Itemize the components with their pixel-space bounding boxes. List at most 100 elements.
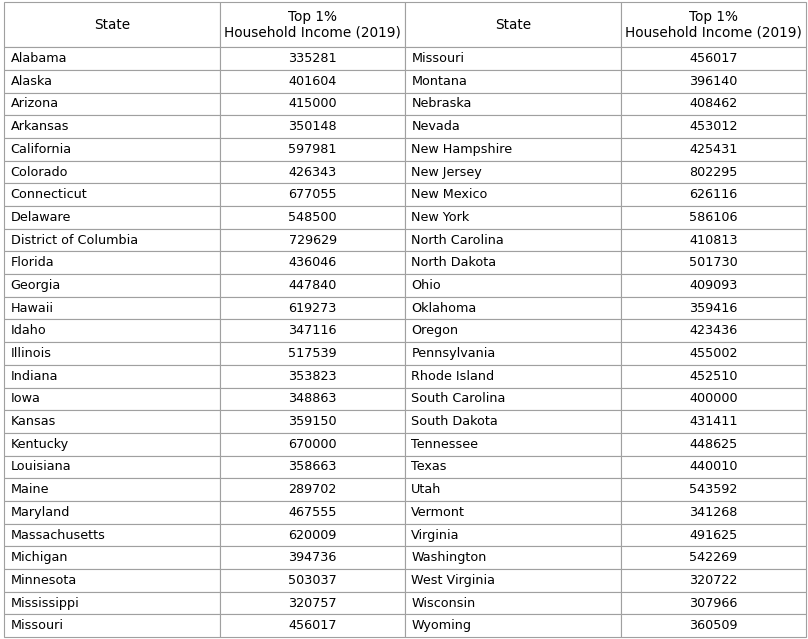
Text: 320757: 320757 <box>288 597 337 610</box>
Bar <box>221 410 405 433</box>
Bar <box>4 116 221 138</box>
Bar <box>621 569 806 592</box>
Bar <box>405 614 621 637</box>
Text: Connecticut: Connecticut <box>11 189 87 201</box>
Text: 307966: 307966 <box>689 597 738 610</box>
Bar <box>405 365 621 387</box>
Text: Top 1%
Household Income (2019): Top 1% Household Income (2019) <box>224 10 401 40</box>
Bar <box>621 206 806 229</box>
Bar <box>621 342 806 365</box>
Text: 586106: 586106 <box>689 211 738 224</box>
Bar <box>221 501 405 523</box>
Text: Nebraska: Nebraska <box>411 98 472 111</box>
Text: 440010: 440010 <box>689 461 738 473</box>
Bar <box>4 320 221 342</box>
Bar <box>4 70 221 93</box>
Bar <box>221 138 405 160</box>
Text: Rhode Island: Rhode Island <box>411 370 494 383</box>
Bar <box>621 296 806 320</box>
Text: 456017: 456017 <box>689 52 738 65</box>
Bar <box>405 2 621 47</box>
Text: 347116: 347116 <box>288 325 337 337</box>
Text: 350148: 350148 <box>288 120 337 133</box>
Bar <box>4 433 221 456</box>
Text: Mississippi: Mississippi <box>11 597 79 610</box>
Bar <box>621 410 806 433</box>
Bar <box>405 569 621 592</box>
Text: 348863: 348863 <box>288 392 337 405</box>
Text: Wyoming: Wyoming <box>411 619 471 632</box>
Text: 396140: 396140 <box>689 75 738 88</box>
Text: Montana: Montana <box>411 75 467 88</box>
Bar <box>405 93 621 115</box>
Text: 677055: 677055 <box>288 189 337 201</box>
Text: 360509: 360509 <box>689 619 738 632</box>
Bar <box>221 523 405 546</box>
Bar <box>221 456 405 478</box>
Bar <box>621 2 806 47</box>
Text: 501730: 501730 <box>689 256 738 269</box>
Bar <box>621 433 806 456</box>
Bar <box>221 206 405 229</box>
Bar <box>621 523 806 546</box>
Text: West Virginia: West Virginia <box>411 574 495 587</box>
Bar <box>221 433 405 456</box>
Text: 543592: 543592 <box>689 483 738 496</box>
Bar <box>4 296 221 320</box>
Text: 619273: 619273 <box>288 302 337 314</box>
Bar <box>405 410 621 433</box>
Text: Wisconsin: Wisconsin <box>411 597 476 610</box>
Text: State: State <box>495 18 531 31</box>
Bar <box>221 116 405 138</box>
Text: 431411: 431411 <box>689 415 738 428</box>
Bar <box>221 2 405 47</box>
Bar <box>405 523 621 546</box>
Text: Louisiana: Louisiana <box>11 461 71 473</box>
Bar <box>405 116 621 138</box>
Bar <box>221 365 405 387</box>
Bar <box>4 387 221 410</box>
Text: 626116: 626116 <box>689 189 738 201</box>
Bar <box>4 614 221 637</box>
Bar <box>221 183 405 206</box>
Bar <box>621 138 806 160</box>
Text: 408462: 408462 <box>689 98 738 111</box>
Text: North Carolina: North Carolina <box>411 234 504 247</box>
Bar <box>4 456 221 478</box>
Bar <box>621 320 806 342</box>
Text: 452510: 452510 <box>689 370 738 383</box>
Text: Indiana: Indiana <box>11 370 58 383</box>
Bar <box>405 160 621 183</box>
Text: 401604: 401604 <box>288 75 337 88</box>
Bar <box>621 546 806 569</box>
Bar <box>405 342 621 365</box>
Bar <box>405 501 621 523</box>
Text: District of Columbia: District of Columbia <box>11 234 137 247</box>
Text: South Dakota: South Dakota <box>411 415 498 428</box>
Text: 620009: 620009 <box>288 528 337 541</box>
Text: 448625: 448625 <box>689 438 738 450</box>
Text: 729629: 729629 <box>288 234 337 247</box>
Bar <box>405 296 621 320</box>
Text: 467555: 467555 <box>288 506 337 519</box>
Bar <box>221 274 405 296</box>
Text: Vermont: Vermont <box>411 506 465 519</box>
Text: Washington: Washington <box>411 551 486 564</box>
Bar <box>621 116 806 138</box>
Text: 415000: 415000 <box>288 98 337 111</box>
Bar <box>221 387 405 410</box>
Text: New Hampshire: New Hampshire <box>411 143 512 156</box>
Text: Utah: Utah <box>411 483 442 496</box>
Text: Delaware: Delaware <box>11 211 71 224</box>
Bar <box>621 456 806 478</box>
Bar <box>621 229 806 251</box>
Bar <box>4 138 221 160</box>
Text: 503037: 503037 <box>288 574 337 587</box>
Text: Georgia: Georgia <box>11 279 61 292</box>
Text: 353823: 353823 <box>288 370 337 383</box>
Text: 517539: 517539 <box>288 347 337 360</box>
Text: Hawaii: Hawaii <box>11 302 53 314</box>
Text: 409093: 409093 <box>689 279 738 292</box>
Bar <box>621 387 806 410</box>
Text: Alabama: Alabama <box>11 52 67 65</box>
